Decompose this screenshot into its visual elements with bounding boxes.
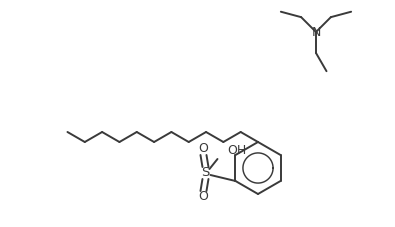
Text: N: N: [311, 25, 321, 39]
Text: OH: OH: [228, 145, 247, 158]
Text: O: O: [199, 190, 209, 203]
Text: S: S: [201, 166, 210, 180]
Text: O: O: [199, 143, 209, 155]
